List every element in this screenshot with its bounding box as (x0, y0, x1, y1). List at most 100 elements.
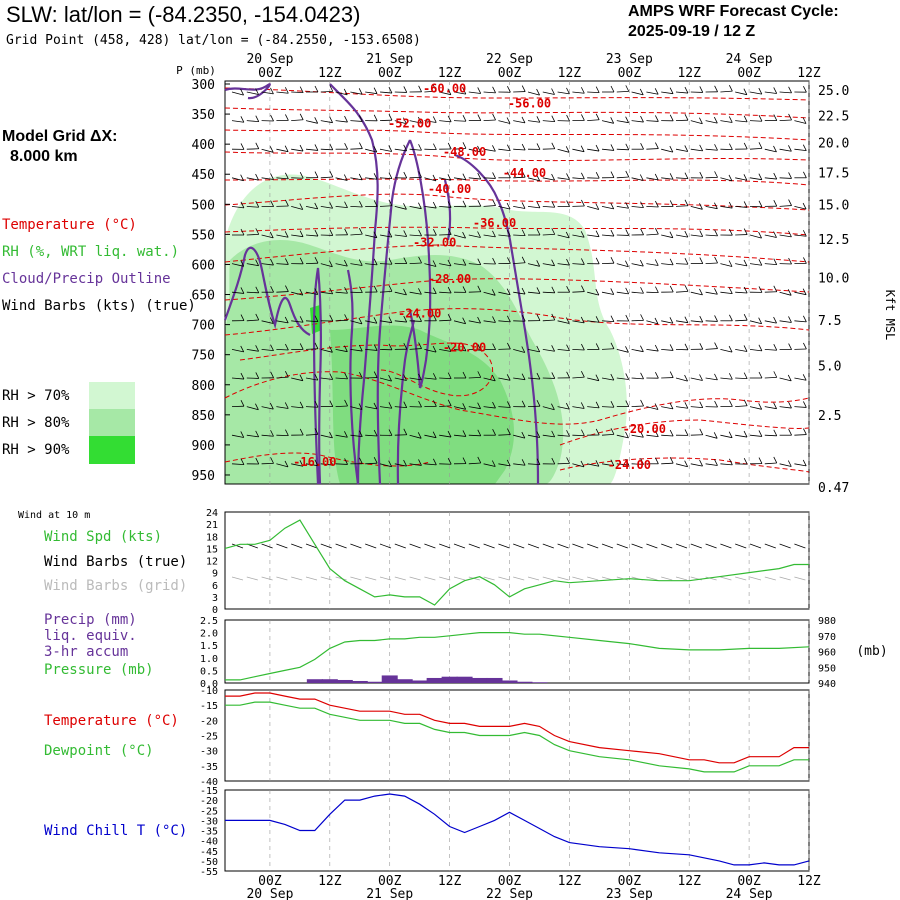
wind-barb-flag (432, 431, 437, 438)
surface-barb-true (424, 543, 436, 549)
wind-barb-shaft (394, 463, 407, 467)
wind-barb-shaft (320, 176, 333, 179)
surface-barb-true (542, 543, 554, 549)
wind-barb-flag (284, 402, 289, 409)
wind-barb-shaft (631, 206, 644, 209)
wind-barb-flag (714, 85, 718, 92)
wind-barb-shaft (690, 291, 703, 296)
wind-barb-shaft (379, 148, 392, 152)
wind-barb-shaft (365, 234, 377, 239)
wind-barb-shaft (439, 349, 452, 352)
surface-barb-true (616, 543, 628, 549)
wind-barb-flag (595, 460, 600, 467)
surface-barb-true (276, 543, 288, 549)
wind-barb-flag (492, 316, 496, 323)
wind-barb-shaft (720, 291, 733, 295)
top-date-label: 21 Sep (366, 52, 413, 67)
wind-barb-shaft (305, 463, 318, 467)
wind-barb-shaft (542, 319, 555, 322)
surface-barb-true (513, 543, 525, 549)
wind-barb-shaft (424, 434, 437, 439)
surface-barb-grid (246, 576, 258, 581)
height-tick-label: 5.0 (818, 360, 841, 375)
wind-barb-shaft (764, 148, 777, 153)
wind-barb-flag (610, 401, 615, 408)
surface-barb-grid (394, 576, 406, 581)
wind-barb-flag (699, 459, 703, 467)
wind-barb-flag (299, 288, 304, 296)
wind-barb-flag (521, 400, 526, 407)
wind-barb-shaft (735, 434, 748, 438)
wind-barb-flag (373, 285, 378, 293)
wind-barb-shaft (616, 176, 629, 179)
cycle-time: 2025-09-19 / 12 Z (628, 23, 756, 40)
temperature-contour-label: -16.00 (293, 455, 336, 469)
wind-barb-flag (255, 88, 259, 95)
wind-barb-flag (669, 87, 674, 94)
wind-barb-shaft (542, 120, 555, 123)
wind-barb-shaft (246, 206, 259, 208)
wind-barb-flag (477, 316, 481, 324)
wind-barb-flag (373, 429, 378, 437)
wind-barb-flag (788, 429, 792, 436)
height-tick-label: 25.0 (818, 84, 849, 99)
wind-barb-flag (684, 86, 689, 94)
wind-barb-flag (595, 144, 600, 152)
wind-barb-flag (699, 343, 704, 350)
wind-barb-flag (714, 288, 718, 295)
wind-barb-shaft (705, 234, 718, 237)
wind-barb-flag (595, 428, 600, 436)
temperature-contour-label: -40.00 (428, 182, 471, 196)
wind-barb-flag (344, 115, 348, 123)
wind-barb-flag (344, 314, 348, 321)
wind-barb-shaft (305, 348, 319, 350)
wind-barb-flag (640, 458, 644, 465)
wind-barb-shaft (379, 406, 392, 409)
wind-barb-shaft (764, 376, 777, 379)
wind-barb-flag (477, 456, 482, 464)
wind-barb-shaft (572, 91, 585, 94)
wind-barb-shaft (320, 148, 333, 151)
wind-barb-shaft (705, 262, 718, 264)
wind-barb-shaft (646, 349, 659, 352)
surface-barb-grid (276, 576, 288, 581)
wind-barb-flag (610, 202, 615, 210)
surface-barb-grid (646, 576, 658, 581)
wind-barb-flag (506, 288, 511, 295)
wind-barb-shaft (794, 377, 807, 381)
wind-barb-flag (417, 116, 422, 124)
wind-barb-flag (714, 342, 718, 349)
wind-barb-flag (640, 372, 644, 380)
wind-barb-flag (610, 459, 615, 466)
wind-barb-flag (343, 174, 348, 181)
pressure-tick-label-right: 950 (818, 663, 836, 674)
surface-barb-grid (779, 576, 791, 581)
wind-barb-shaft (779, 148, 792, 152)
precip-bar (531, 682, 548, 683)
surface-barb-true (794, 543, 806, 549)
wind-barb-shaft (276, 320, 289, 324)
wind-barb-flag (551, 115, 556, 122)
wind-barb-flag (743, 88, 748, 95)
wind-speed-tick-label: 9 (212, 569, 218, 580)
wind-barb-flag (507, 86, 511, 93)
wind-barb-shaft (735, 177, 748, 181)
wind-barb-flag (491, 460, 496, 467)
wind-barb-flag (669, 231, 674, 238)
wind-barb-shaft (379, 177, 392, 180)
wind-speed-tick-label: 24 (206, 508, 218, 519)
wind-barb-flag (803, 86, 807, 93)
wind-barb-flag (432, 373, 437, 380)
wind-barb-shaft (601, 406, 615, 408)
wind-barb-flag (269, 317, 274, 324)
wind-barb-shaft (542, 434, 555, 438)
wind-barb-shaft (527, 91, 540, 96)
wind-barb-shaft (291, 148, 304, 152)
wind-barb-shaft (453, 349, 466, 352)
wind-barb-shaft (365, 148, 377, 153)
wind-barb-flag (506, 202, 511, 210)
wind-barb-flag (477, 258, 482, 265)
wind-barb-shaft (453, 263, 466, 266)
wind-barb-shaft (335, 434, 348, 438)
wind-barb-flag (743, 430, 748, 438)
